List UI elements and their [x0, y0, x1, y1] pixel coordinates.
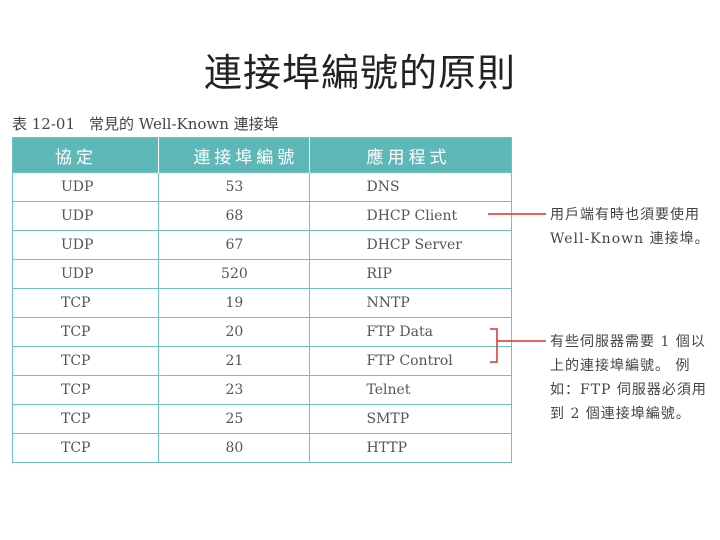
- cell-protocol: UDP: [12, 201, 160, 231]
- table-row: UDP 53 DNS: [12, 172, 512, 202]
- annotation-line: 到 2 個連接埠編號。: [550, 406, 691, 422]
- table-row: TCP 19 NNTP: [12, 288, 512, 318]
- cell-port: 23: [158, 375, 311, 405]
- table-row: TCP 21 FTP Control: [12, 346, 512, 376]
- table-caption-title: 常見的 Well-Known 連接埠: [89, 115, 279, 133]
- cell-protocol: TCP: [12, 288, 160, 318]
- cell-protocol: TCP: [12, 317, 160, 347]
- table-row: UDP 68 DHCP Client: [12, 201, 512, 231]
- annotation-line: Well-Known 連接埠。: [550, 231, 710, 247]
- well-known-ports-table: 協定 連接埠編號 應用程式 UDP 53 DNS UDP 68 DHCP Cli…: [12, 137, 512, 463]
- cell-port: 520: [158, 259, 311, 289]
- cell-application: Telnet: [309, 375, 512, 405]
- annotation-line: 有些伺服器需要 1 個以: [550, 334, 706, 350]
- cell-port: 80: [158, 433, 311, 463]
- table-row: TCP 23 Telnet: [12, 375, 512, 405]
- cell-protocol: TCP: [12, 346, 160, 376]
- cell-protocol: UDP: [12, 259, 160, 289]
- cell-port: 19: [158, 288, 311, 318]
- client-port-annotation: 用戶端有時也須要使用 Well-Known 連接埠。: [550, 203, 715, 251]
- table-header-row: 協定 連接埠編號 應用程式: [12, 137, 512, 173]
- server-port-annotation: 有些伺服器需要 1 個以 上的連接埠編號。 例 如：FTP 伺服器必須用 到 2…: [550, 330, 715, 426]
- table-number: 表 12-01: [12, 115, 76, 133]
- cell-application: HTTP: [309, 433, 512, 463]
- cell-protocol: TCP: [12, 404, 160, 434]
- table-row: TCP 25 SMTP: [12, 404, 512, 434]
- cell-protocol: TCP: [12, 433, 160, 463]
- annotation-line: 如：FTP 伺服器必須用: [550, 382, 707, 398]
- cell-application: DHCP Client: [309, 201, 512, 231]
- slide-title: 連接埠編號的原則: [203, 51, 516, 95]
- table-row: TCP 20 FTP Data: [12, 317, 512, 347]
- cell-application: RIP: [309, 259, 512, 289]
- cell-port: 53: [158, 172, 311, 202]
- cell-application: FTP Data: [309, 317, 512, 347]
- header-protocol: 協定: [12, 137, 160, 173]
- cell-port: 20: [158, 317, 311, 347]
- cell-port: 25: [158, 404, 311, 434]
- cell-protocol: TCP: [12, 375, 160, 405]
- table-row: TCP 80 HTTP: [12, 433, 512, 463]
- cell-application: NNTP: [309, 288, 512, 318]
- table-row: UDP 67 DHCP Server: [12, 230, 512, 260]
- table-caption: 表 12-01 常見的 Well-Known 連接埠: [12, 113, 279, 134]
- cell-port: 67: [158, 230, 311, 260]
- cell-protocol: UDP: [12, 172, 160, 202]
- annotation-line: 用戶端有時也須要使用: [550, 207, 700, 223]
- cell-application: DNS: [309, 172, 512, 202]
- header-application: 應用程式: [309, 137, 512, 173]
- cell-port: 21: [158, 346, 311, 376]
- cell-application: FTP Control: [309, 346, 512, 376]
- cell-port: 68: [158, 201, 311, 231]
- cell-protocol: UDP: [12, 230, 160, 260]
- cell-application: SMTP: [309, 404, 512, 434]
- annotation-line: 上的連接埠編號。 例: [550, 358, 691, 374]
- cell-application: DHCP Server: [309, 230, 512, 260]
- table-row: UDP 520 RIP: [12, 259, 512, 289]
- header-port-number: 連接埠編號: [158, 137, 311, 173]
